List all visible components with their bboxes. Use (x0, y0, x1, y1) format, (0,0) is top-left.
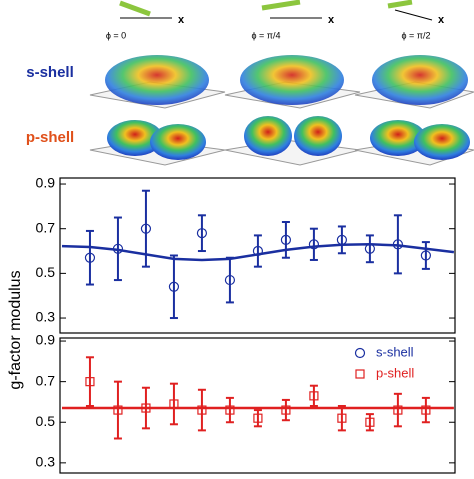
error-bar (365, 234, 374, 264)
legend-marker (354, 347, 366, 359)
phi-label: ϕ = π/2 (401, 30, 430, 40)
plot-frame (59, 177, 456, 334)
y-axis-label: g-factor modulus (7, 270, 24, 389)
y-tick-label: 0.7 (36, 372, 56, 388)
error-bar (169, 254, 178, 320)
diagram: x x x ϕ = 0 ϕ = π/4 ϕ = π/2 s-shell p-sh… (26, 0, 474, 166)
point (393, 405, 403, 415)
error-bar (197, 388, 206, 432)
error-bar (281, 398, 290, 422)
y-tick-label: 0.7 (36, 219, 56, 235)
point (420, 250, 431, 261)
arrows (119, 0, 433, 21)
point (365, 417, 375, 427)
error-bar (225, 256, 234, 304)
y-tick-label: 0.9 (36, 175, 56, 191)
point (140, 223, 152, 234)
error-bar (421, 396, 430, 424)
legend-marker (355, 369, 365, 379)
point (308, 239, 320, 250)
error-bar (309, 227, 318, 261)
error-bar (393, 392, 402, 428)
error-bar (169, 382, 178, 426)
error-bar (365, 413, 374, 432)
axis-label: x (178, 14, 185, 26)
point (225, 405, 235, 415)
y-tick-label: 0.3 (36, 454, 56, 470)
point (253, 413, 263, 423)
point (168, 281, 180, 292)
y-tick-label: 0.5 (36, 413, 56, 429)
point (224, 274, 236, 286)
error-bar (225, 396, 234, 424)
error-bar (281, 220, 290, 259)
point (309, 391, 319, 401)
error-bar (337, 225, 346, 255)
legend-label: s-shell (376, 344, 414, 359)
error-bar (85, 229, 94, 286)
point (197, 405, 207, 415)
point (280, 234, 292, 245)
point (196, 228, 208, 239)
error-bar (337, 405, 346, 432)
error-bar (85, 356, 94, 408)
y-tick-label: 0.5 (36, 264, 56, 280)
point (85, 377, 95, 387)
y-tick-label: 0.9 (36, 332, 56, 348)
point (337, 413, 347, 423)
fit-line (61, 243, 455, 262)
row-label: p-shell (26, 129, 74, 146)
row-label: s-shell (26, 64, 74, 81)
phi-label: ϕ = π/4 (251, 30, 280, 40)
legend-label: p-shell (376, 365, 414, 380)
point (84, 252, 96, 263)
error-bar (253, 234, 262, 268)
error-bar (197, 214, 206, 253)
point (113, 405, 123, 415)
surfaces (89, 55, 474, 166)
error-bar (253, 409, 262, 428)
y-tick-label: 0.3 (36, 309, 56, 325)
error-bar (113, 380, 122, 440)
phi-label: ϕ = 0 (106, 30, 126, 40)
point (421, 405, 431, 415)
point (281, 405, 291, 415)
plot-frame (59, 337, 456, 474)
error-bar (421, 241, 430, 270)
axis-label: x (438, 14, 445, 26)
error-bar (309, 384, 318, 408)
axis-label: x (328, 14, 335, 26)
